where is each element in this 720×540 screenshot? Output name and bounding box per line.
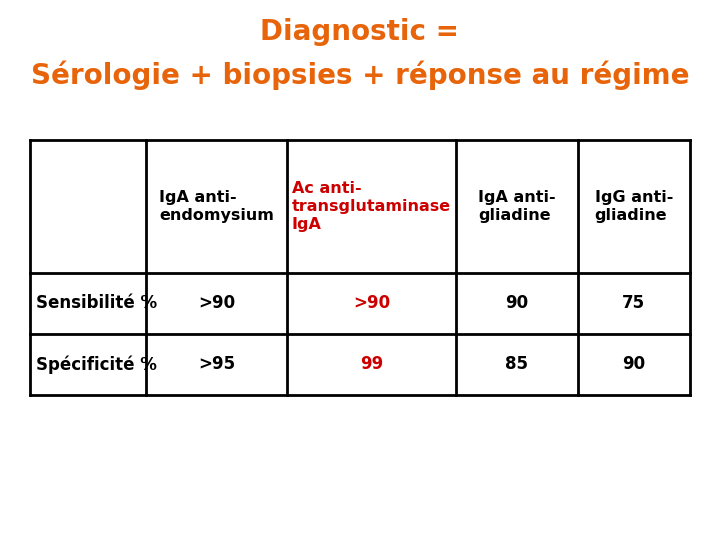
Text: Sensibilité %: Sensibilité % <box>36 294 157 312</box>
Text: IgG anti-
gliadine: IgG anti- gliadine <box>595 190 673 223</box>
Text: Diagnostic =: Diagnostic = <box>261 18 459 46</box>
Text: 90: 90 <box>622 355 645 373</box>
Text: >90: >90 <box>198 294 235 312</box>
Text: Ac anti-
transglutaminase
IgA: Ac anti- transglutaminase IgA <box>292 181 451 232</box>
Text: 99: 99 <box>360 355 383 373</box>
Text: 90: 90 <box>505 294 528 312</box>
Text: >95: >95 <box>198 355 235 373</box>
Text: 85: 85 <box>505 355 528 373</box>
Text: IgA anti-
endomysium: IgA anti- endomysium <box>159 190 274 223</box>
Text: Spécificité %: Spécificité % <box>36 355 157 374</box>
Text: IgA anti-
gliadine: IgA anti- gliadine <box>478 190 556 223</box>
Text: 75: 75 <box>622 294 645 312</box>
Text: Sérologie + biopsies + réponse au régime: Sérologie + biopsies + réponse au régime <box>31 60 689 90</box>
Text: >90: >90 <box>353 294 390 312</box>
